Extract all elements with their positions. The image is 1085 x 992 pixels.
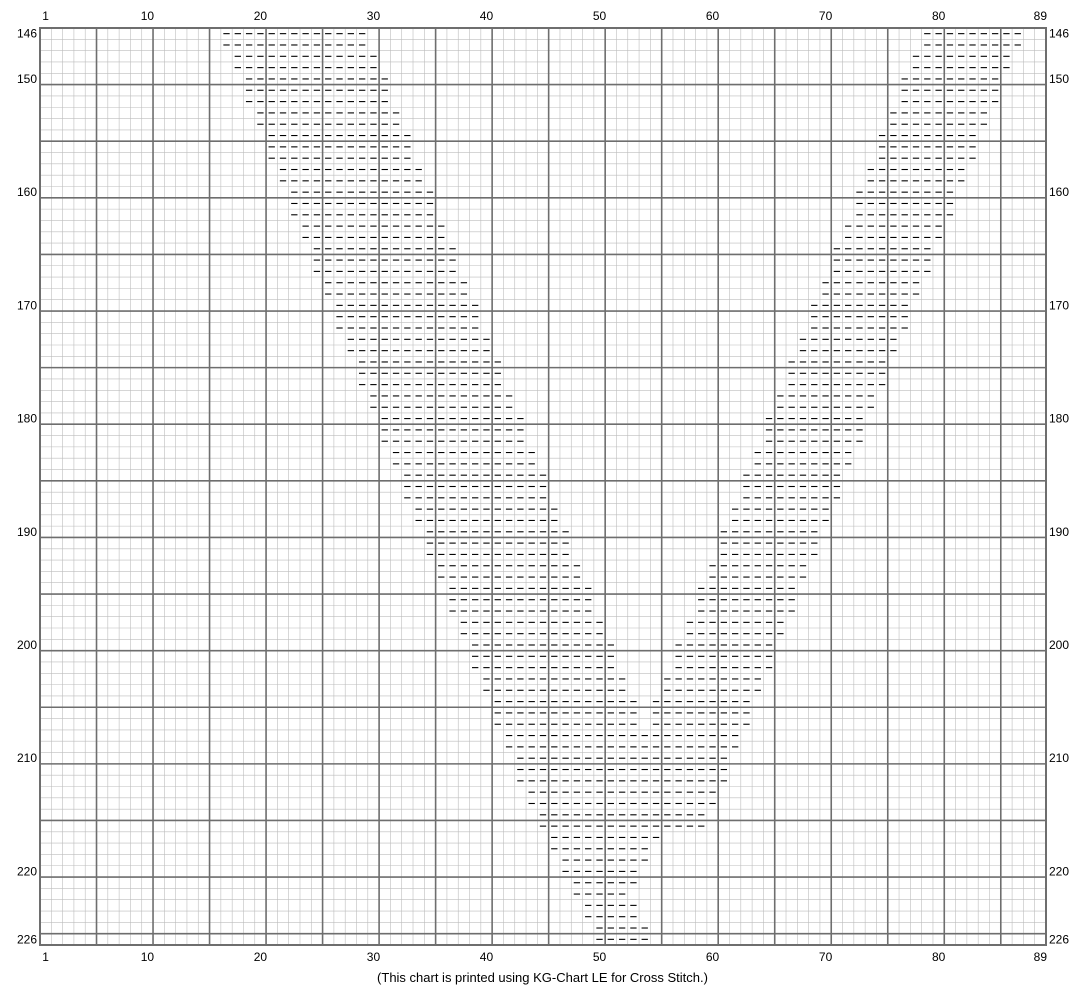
row-number-right: 190 — [1049, 525, 1069, 539]
row-number-right: 226 — [1049, 932, 1069, 946]
row-number-left: 226 — [17, 932, 37, 946]
column-number-bottom: 10 — [141, 950, 155, 964]
column-number-top: 80 — [932, 9, 946, 23]
row-number-right: 180 — [1049, 412, 1069, 426]
axis-labels: 1 10 20 30 40 50 60 70 80 891 10 20 30 40 50 60 70 80 8914… — [17, 9, 1069, 964]
footer-note: (This chart is printed using KG-Chart LE… — [377, 970, 708, 985]
column-number-bottom: 70 — [819, 950, 833, 964]
column-number-bottom: 60 — [706, 950, 720, 964]
stitch-pattern — [223, 33, 1021, 940]
column-number-bottom: 89 — [1034, 950, 1048, 964]
row-number-right: 160 — [1049, 185, 1069, 199]
row-number-left: 160 — [17, 185, 37, 199]
column-number-bottom: 1 — [42, 950, 49, 964]
row-number-left: 190 — [17, 525, 37, 539]
row-number-right: 146 — [1049, 27, 1069, 41]
row-number-left: 170 — [17, 298, 37, 312]
column-number-top: 30 — [367, 9, 381, 23]
major-grid — [39, 27, 1047, 946]
column-number-top: 10 — [141, 9, 155, 23]
column-number-bottom: 20 — [254, 950, 268, 964]
row-number-right: 210 — [1049, 751, 1069, 765]
row-number-left: 146 — [17, 27, 37, 41]
row-number-right: 150 — [1049, 72, 1069, 86]
column-number-bottom: 80 — [932, 950, 946, 964]
column-number-top: 50 — [593, 9, 607, 23]
row-number-left: 220 — [17, 864, 37, 878]
column-number-bottom: 50 — [593, 950, 607, 964]
column-number-top: 89 — [1034, 9, 1048, 23]
column-number-top: 20 — [254, 9, 268, 23]
row-number-right: 220 — [1049, 864, 1069, 878]
row-number-right: 170 — [1049, 298, 1069, 312]
row-number-left: 150 — [17, 72, 37, 86]
row-number-right: 200 — [1049, 638, 1069, 652]
column-number-top: 40 — [480, 9, 494, 23]
row-number-left: 210 — [17, 751, 37, 765]
row-number-left: 200 — [17, 638, 37, 652]
row-number-left: 180 — [17, 412, 37, 426]
column-number-bottom: 30 — [367, 950, 381, 964]
column-number-bottom: 40 — [480, 950, 494, 964]
chart-frame — [39, 27, 1047, 946]
column-number-top: 1 — [42, 9, 49, 23]
column-number-top: 60 — [706, 9, 720, 23]
column-number-top: 70 — [819, 9, 833, 23]
